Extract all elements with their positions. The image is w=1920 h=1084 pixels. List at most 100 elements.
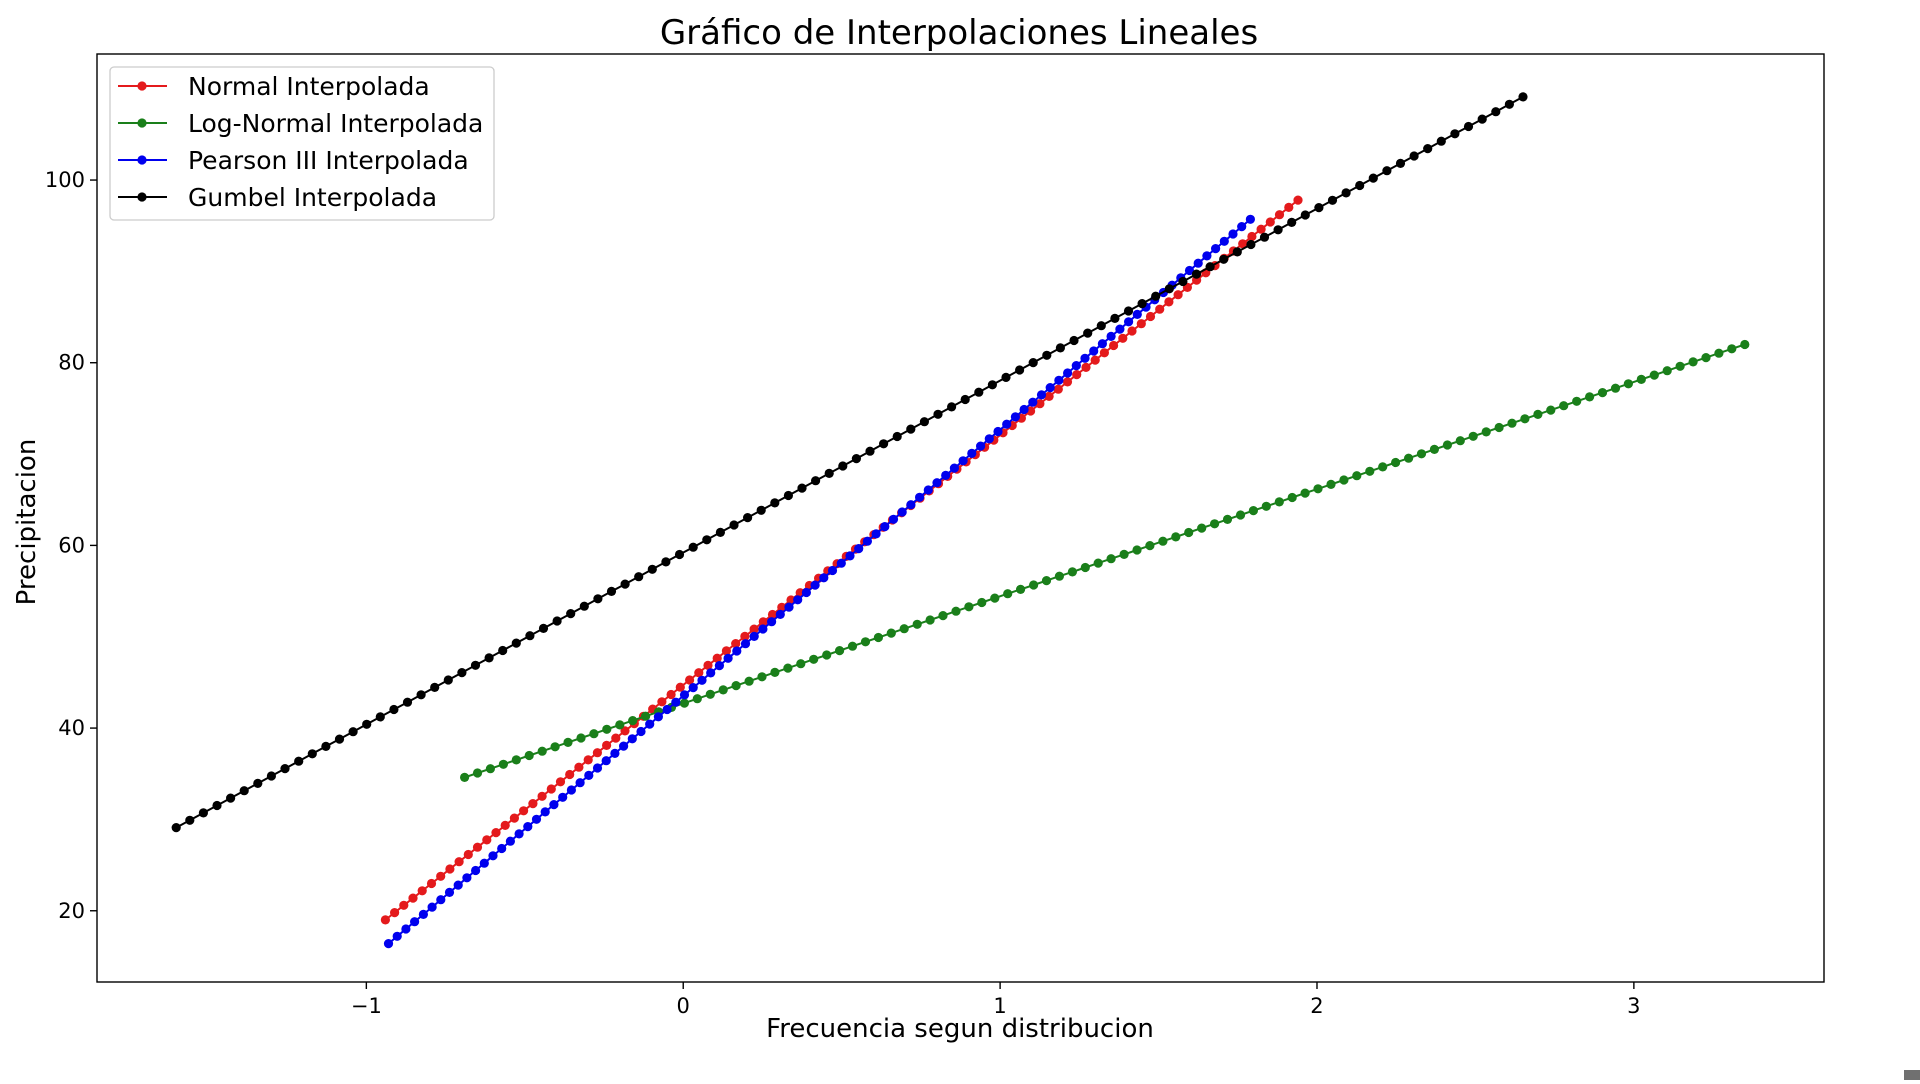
data-point bbox=[740, 631, 750, 642]
data-point bbox=[1042, 350, 1052, 360]
data-point bbox=[436, 895, 446, 905]
data-point bbox=[1193, 258, 1203, 268]
data-point bbox=[879, 439, 889, 449]
data-point bbox=[389, 704, 399, 715]
data-point bbox=[627, 734, 637, 744]
data-point bbox=[445, 864, 455, 874]
data-point bbox=[1191, 269, 1202, 279]
data-point bbox=[453, 880, 463, 890]
data-point bbox=[964, 602, 974, 612]
data-point bbox=[938, 611, 948, 621]
data-point bbox=[932, 478, 942, 488]
data-point bbox=[619, 741, 629, 751]
data-point bbox=[1352, 471, 1362, 481]
data-point bbox=[915, 492, 925, 502]
data-point bbox=[1211, 244, 1221, 254]
data-point bbox=[1259, 232, 1270, 242]
data-point bbox=[1219, 236, 1229, 246]
data-point bbox=[552, 616, 562, 626]
data-point bbox=[951, 606, 961, 616]
data-point bbox=[1546, 405, 1556, 415]
data-point bbox=[602, 740, 612, 751]
data-point bbox=[1080, 562, 1090, 573]
data-point bbox=[1228, 229, 1238, 239]
data-point bbox=[463, 849, 473, 860]
data-point bbox=[321, 741, 331, 752]
data-point bbox=[592, 763, 603, 773]
data-point bbox=[1137, 299, 1147, 309]
data-point bbox=[634, 572, 644, 582]
data-point bbox=[1256, 224, 1266, 234]
data-point bbox=[797, 483, 807, 493]
data-point bbox=[1118, 333, 1128, 343]
data-point bbox=[1314, 203, 1324, 213]
data-point bbox=[636, 726, 646, 737]
data-point bbox=[546, 784, 556, 794]
data-point bbox=[1391, 457, 1401, 468]
data-point bbox=[620, 726, 630, 736]
data-point bbox=[1300, 488, 1310, 498]
data-point bbox=[226, 793, 236, 803]
x-tick-label: 1 bbox=[993, 994, 1006, 1018]
data-point bbox=[1610, 383, 1621, 393]
data-point bbox=[770, 498, 780, 508]
data-point bbox=[430, 682, 440, 693]
data-point bbox=[1727, 344, 1737, 354]
data-point bbox=[1106, 554, 1116, 564]
data-point bbox=[960, 394, 970, 405]
data-point bbox=[1210, 519, 1220, 529]
chart-title: Gráfico de Interpolaciones Lineales bbox=[660, 13, 1258, 53]
data-point bbox=[457, 668, 467, 678]
data-point bbox=[198, 808, 208, 818]
data-point bbox=[401, 924, 411, 934]
data-point bbox=[1222, 514, 1233, 525]
data-point bbox=[417, 886, 427, 896]
data-point bbox=[912, 619, 922, 629]
data-point bbox=[743, 513, 753, 523]
series-line bbox=[387, 218, 1252, 945]
series-line bbox=[175, 96, 1524, 829]
data-point bbox=[1036, 390, 1047, 400]
data-point bbox=[592, 748, 603, 758]
data-point bbox=[990, 593, 1000, 603]
data-point bbox=[1404, 453, 1414, 463]
data-point bbox=[793, 595, 803, 605]
data-point bbox=[906, 500, 916, 510]
data-point bbox=[697, 675, 707, 685]
data-point bbox=[714, 661, 725, 671]
data-point bbox=[566, 609, 576, 619]
data-point bbox=[865, 446, 875, 456]
data-point bbox=[854, 544, 864, 554]
data-point bbox=[611, 733, 621, 743]
data-point bbox=[692, 694, 702, 704]
data-point bbox=[555, 777, 566, 787]
data-point bbox=[1395, 158, 1406, 168]
data-point bbox=[1124, 317, 1134, 327]
x-tick-label: −1 bbox=[351, 994, 382, 1018]
data-point bbox=[1035, 399, 1045, 409]
data-point bbox=[402, 697, 413, 707]
data-point bbox=[706, 668, 716, 678]
data-point bbox=[1273, 225, 1283, 235]
data-point bbox=[584, 770, 594, 781]
data-point bbox=[809, 654, 819, 664]
data-point bbox=[1184, 265, 1195, 276]
data-point bbox=[593, 594, 603, 604]
data-point bbox=[488, 851, 498, 861]
data-point bbox=[758, 617, 768, 627]
data-point bbox=[239, 786, 249, 796]
data-point bbox=[1184, 527, 1194, 538]
data-point bbox=[538, 623, 549, 634]
data-point bbox=[1069, 335, 1079, 346]
data-point bbox=[1293, 195, 1303, 205]
data-point bbox=[362, 719, 372, 729]
data-point bbox=[836, 558, 846, 568]
data-point bbox=[1145, 541, 1155, 551]
data-point bbox=[525, 631, 535, 641]
data-point bbox=[712, 653, 722, 663]
data-point bbox=[1468, 431, 1478, 441]
data-point bbox=[1477, 114, 1487, 124]
data-point bbox=[1072, 370, 1082, 380]
data-point bbox=[723, 653, 733, 663]
